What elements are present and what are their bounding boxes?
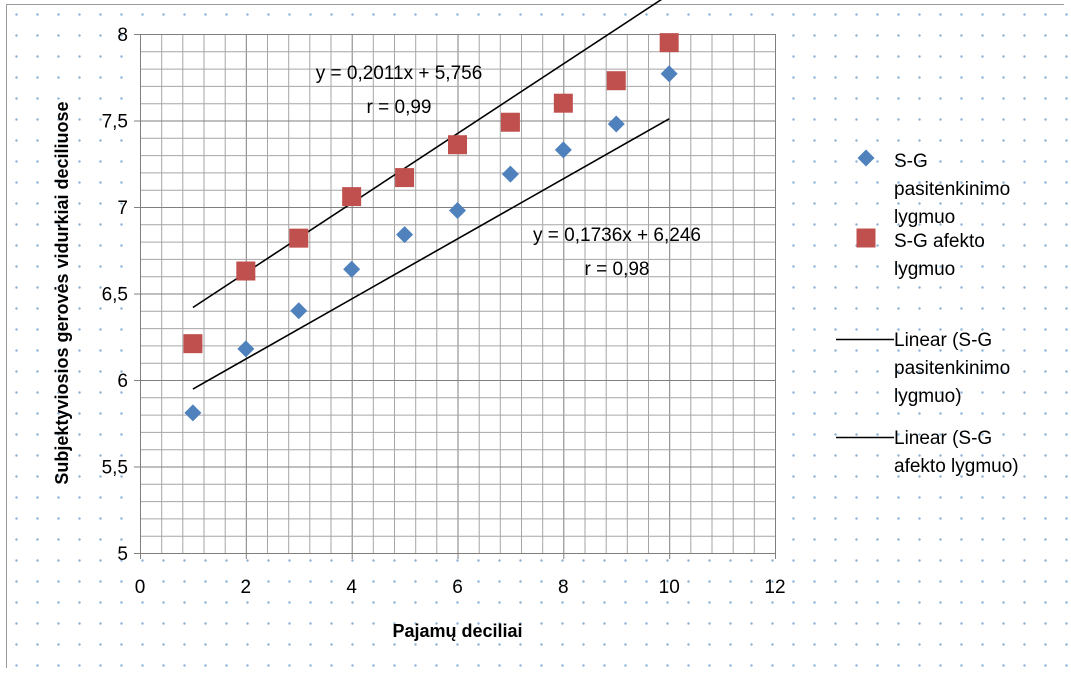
trendline [192, 0, 663, 309]
trendline [192, 118, 670, 390]
data-point-diamond [660, 65, 678, 83]
legend-label: pasitenkinimo [894, 358, 1010, 379]
series-group [184, 65, 678, 422]
legend-label: Linear (S-G [894, 428, 992, 449]
data-point-diamond [501, 165, 519, 183]
x-axis-title: Pajamų deciliai [392, 621, 522, 641]
legend-label: lygmuo) [894, 386, 962, 407]
x-tick-label: 10 [659, 577, 680, 598]
data-point-diamond [449, 201, 466, 219]
y-tick-label: 6 [117, 371, 128, 392]
legend-label: afekto lygmuo) [894, 456, 1019, 477]
legend-label: lygmuo [894, 259, 955, 280]
legend-label: pasitenkinimo [894, 179, 1010, 200]
trendline-r-label: r = 0,99 [367, 97, 432, 118]
y-tick-label: 7 [117, 198, 128, 219]
x-tick-label: 6 [452, 577, 463, 598]
y-tick-label: 7,5 [102, 112, 128, 133]
data-point-diamond [290, 302, 308, 320]
data-point-square [659, 33, 679, 53]
trendline-equation-label: y = 0,1736x + 6,246 [533, 225, 701, 246]
axis-ticks: 0 2 4 6 8 10 12 5 5,5 6 6,5 7 7,5 8 [102, 25, 786, 598]
data-point-square [448, 135, 467, 155]
y-tick-label: 5 [117, 544, 128, 565]
x-tick-label: 0 [135, 577, 146, 598]
legend-square-swatch [856, 228, 876, 248]
data-point-square [183, 334, 203, 354]
legend-diamond-swatch [857, 149, 875, 167]
data-point-square [342, 187, 362, 207]
data-point-square [553, 93, 573, 113]
y-tick-label: 8 [117, 25, 128, 46]
trendline-equation-label: y = 0,2011x + 5,756 [316, 63, 483, 84]
trendlines: y = 0,1736x + 6,246 r = 0,98 y = 0,2011x +… [192, 0, 701, 390]
legend-label: S-G [894, 151, 928, 172]
data-point-diamond [396, 226, 414, 244]
legend-label: S-G afekto [894, 231, 985, 252]
data-point-diamond [237, 340, 255, 358]
data-point-diamond [184, 404, 202, 422]
data-point-square [500, 112, 520, 132]
data-point-square [606, 71, 626, 91]
data-point-square [236, 261, 256, 281]
legend-label: Linear (S-G [894, 330, 992, 351]
x-tick-label: 12 [764, 577, 785, 598]
legend: S-G pasitenkinimo lygmuo S-G afekto lygmuo Li… [836, 149, 1019, 477]
data-point-diamond [343, 260, 361, 278]
x-tick-label: 4 [346, 577, 357, 598]
y-axis-title: Subjektyviosios gerovės vidurkiai decili… [52, 101, 72, 484]
series-group [183, 33, 679, 354]
data-point-square [289, 228, 309, 248]
data-point-diamond [607, 115, 625, 133]
y-tick-label: 5,5 [102, 458, 128, 479]
x-tick-label: 2 [241, 577, 252, 598]
trendline-r-label: r = 0,98 [585, 259, 650, 280]
data-point-diamond [554, 141, 572, 159]
legend-label: lygmuo [894, 207, 955, 228]
data-point-square [395, 168, 415, 188]
x-tick-label: 8 [558, 577, 569, 598]
y-tick-label: 6,5 [102, 285, 128, 306]
